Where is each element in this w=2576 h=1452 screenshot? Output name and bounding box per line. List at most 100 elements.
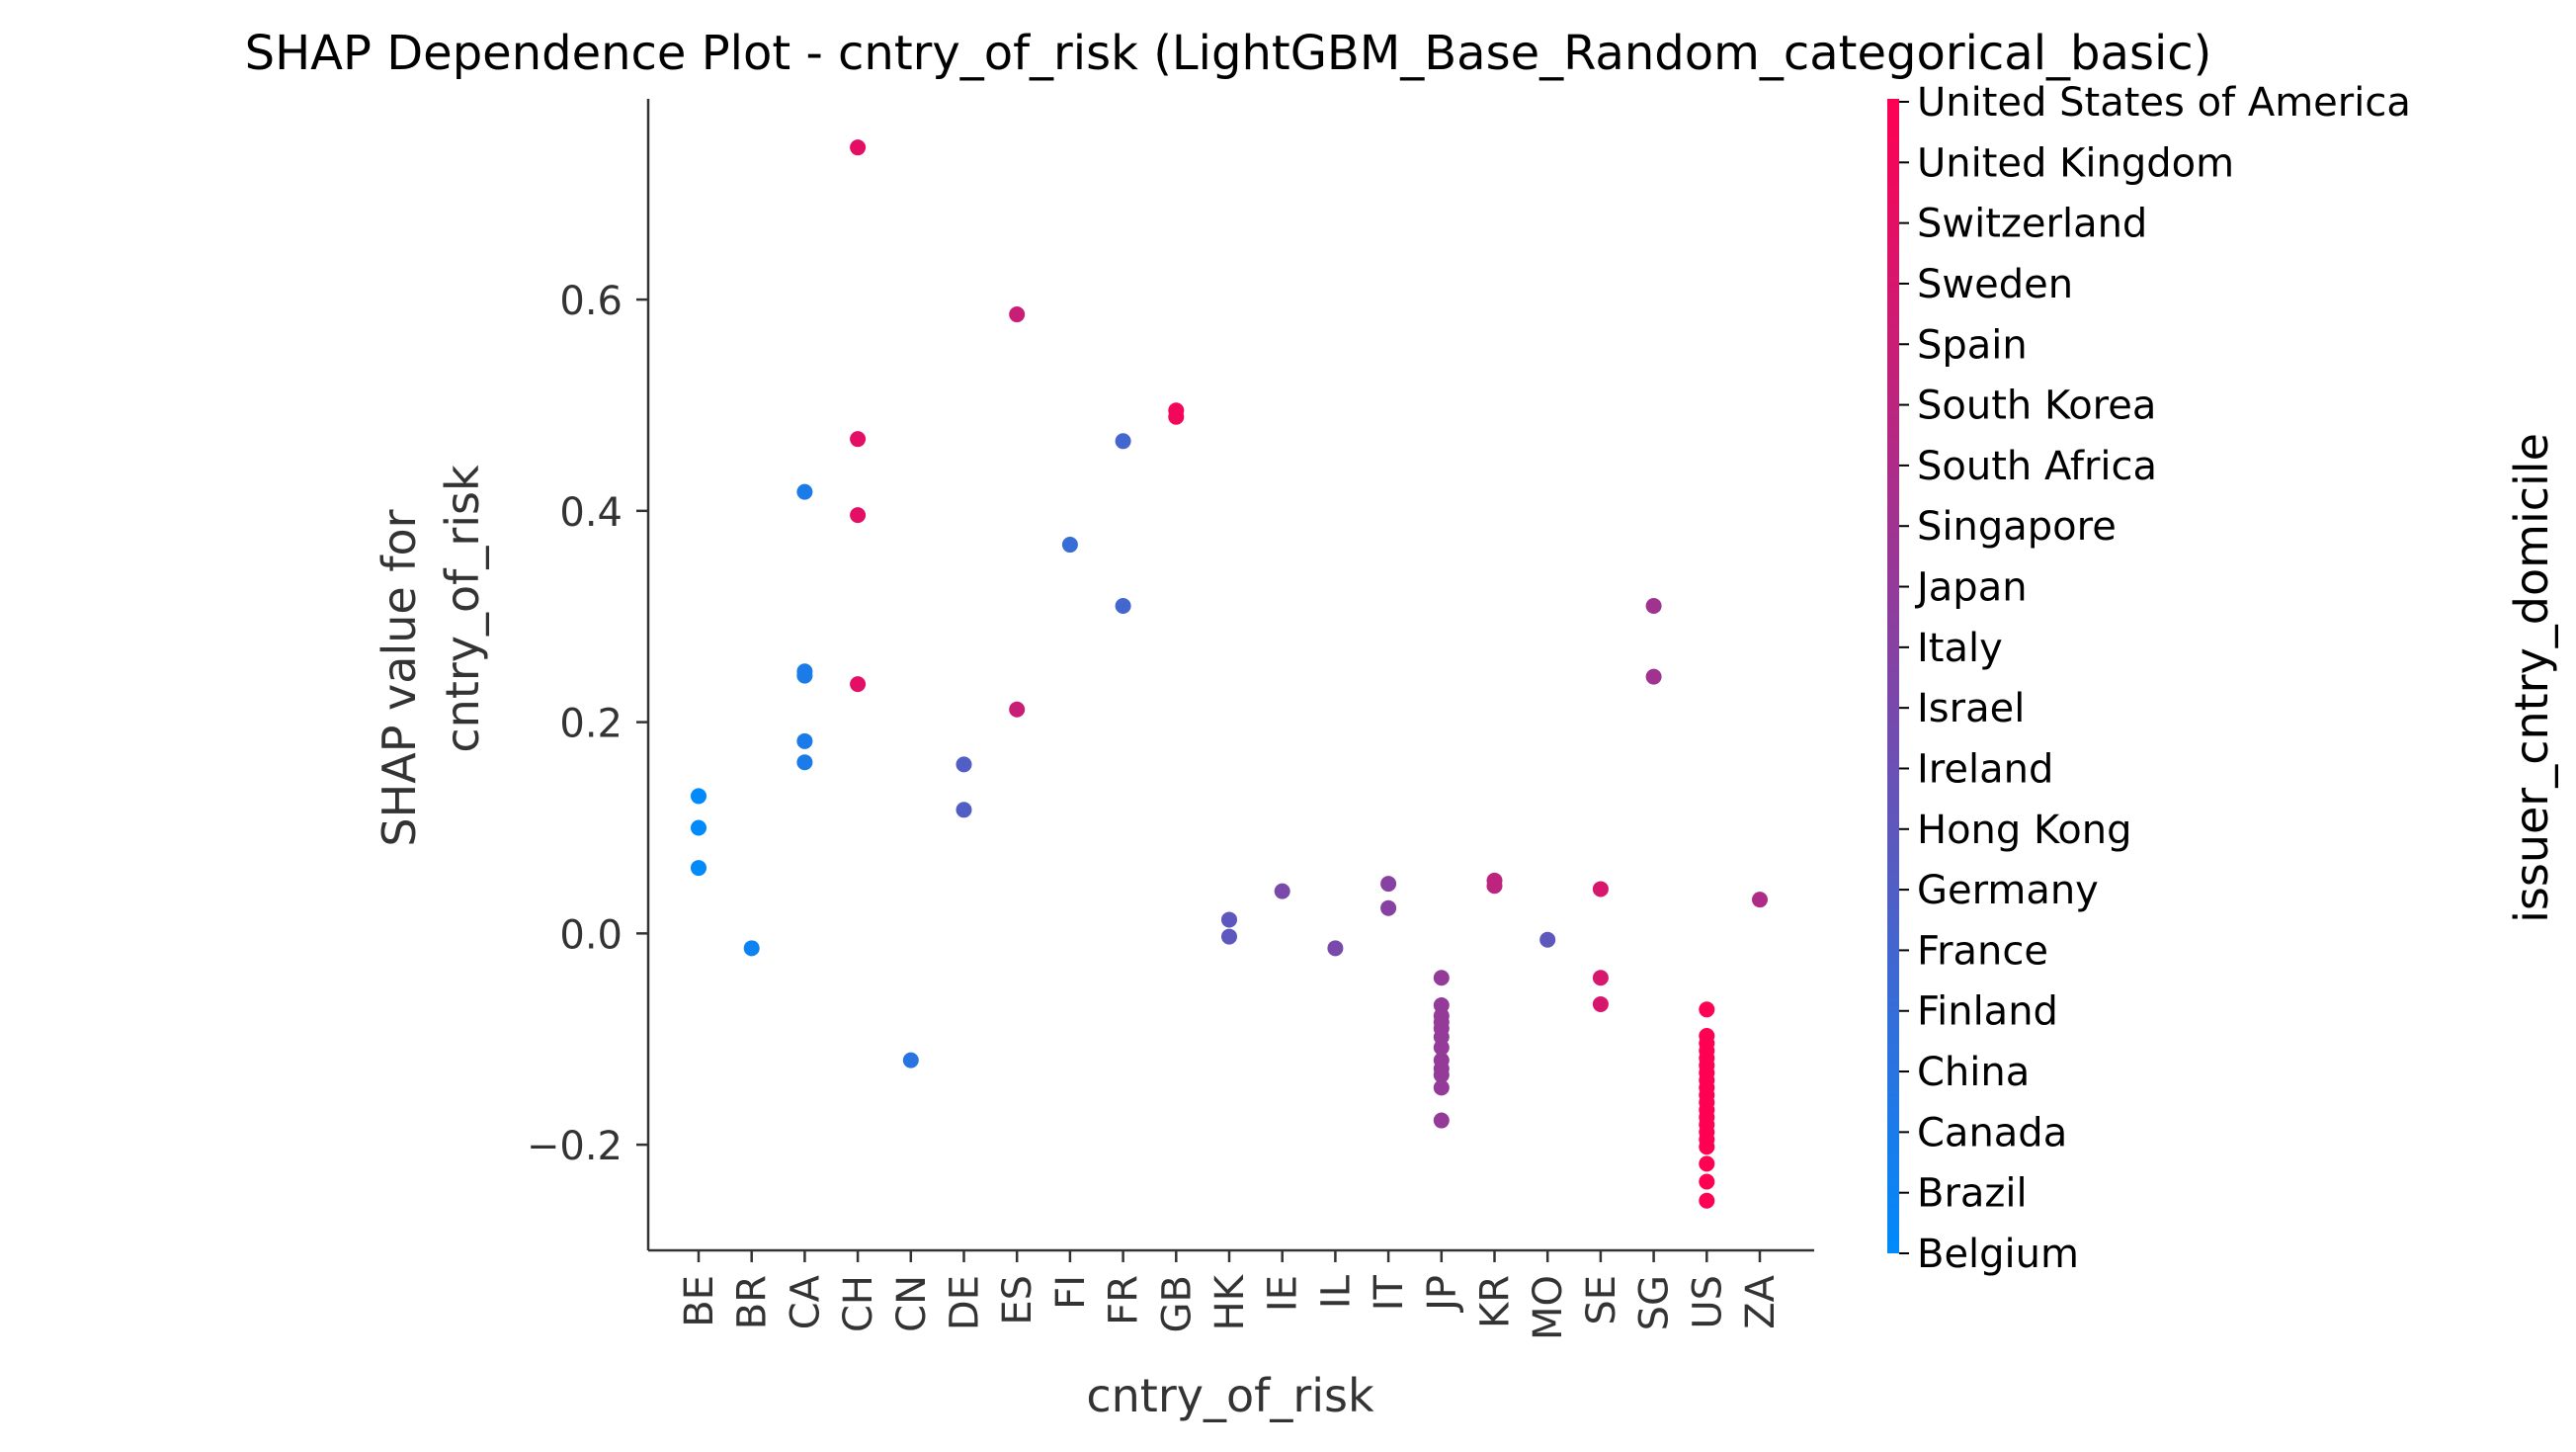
- y-tick-label: 0.6: [559, 279, 623, 324]
- x-tick-label: FI: [1048, 1275, 1094, 1310]
- x-tick-label: BE: [677, 1275, 722, 1327]
- x-tick-label: HK: [1207, 1273, 1253, 1330]
- data-point: [1592, 970, 1609, 986]
- data-point: [1699, 1139, 1715, 1155]
- data-point: [1221, 911, 1237, 928]
- x-tick-label: US: [1685, 1275, 1730, 1329]
- colorbar-tick-label: Canada: [1917, 1110, 2067, 1155]
- colorbar-tick-label: France: [1917, 928, 2048, 974]
- data-point: [902, 1052, 919, 1068]
- data-point: [1699, 1001, 1715, 1018]
- colorbar-tick-label: Switzerland: [1917, 202, 2147, 247]
- data-point: [1009, 306, 1026, 323]
- data-point: [1433, 1112, 1450, 1129]
- colorbar-tick-label: South Korea: [1917, 384, 2156, 429]
- data-point: [796, 754, 813, 771]
- colorbar-tick-label: Spain: [1917, 322, 2028, 368]
- data-point: [1009, 701, 1026, 718]
- data-point: [796, 483, 813, 500]
- data-point: [1380, 899, 1397, 916]
- data-point: [1168, 408, 1185, 425]
- x-tick-label: ZA: [1738, 1274, 1784, 1328]
- y-tick-label: 0.0: [559, 912, 623, 958]
- data-point: [1433, 970, 1450, 986]
- data-points: [691, 139, 1768, 1209]
- data-point: [1592, 995, 1609, 1012]
- data-point: [743, 940, 760, 957]
- x-ticks: BE BR CA CH CN DE ES FI FR GB HK IE IL IT JP KR MO SE SG US…: [677, 1250, 1784, 1340]
- data-point: [1274, 883, 1290, 899]
- colorbar: Belgium Brazil Canada China Finland France Ger…: [1887, 80, 2558, 1277]
- colorbar-tick-label: Israel: [1917, 686, 2025, 731]
- data-point: [1752, 892, 1768, 908]
- x-tick-label: IL: [1313, 1274, 1359, 1309]
- data-point: [796, 732, 813, 749]
- data-point: [691, 788, 706, 805]
- colorbar-tick-label: Hong Kong: [1917, 808, 2131, 853]
- data-point: [956, 756, 972, 773]
- colorbar-tick-label: Japan: [1914, 565, 2028, 611]
- colorbar-tick-label: Belgium: [1917, 1232, 2079, 1277]
- data-point: [1327, 940, 1344, 957]
- colorbar-tick-label: Finland: [1917, 989, 2058, 1035]
- x-tick-label: BR: [730, 1275, 776, 1329]
- data-point: [1645, 668, 1662, 685]
- data-point: [850, 139, 867, 156]
- data-point: [1539, 931, 1556, 948]
- colorbar-gradient: [1887, 99, 1899, 1253]
- y-tick-label: −0.2: [527, 1124, 623, 1169]
- y-axis-label-line-1: SHAP value for: [373, 509, 426, 846]
- data-point: [1699, 1173, 1715, 1190]
- colorbar-tick-label: United States of America: [1917, 80, 2411, 126]
- data-point: [1645, 598, 1662, 615]
- colorbar-tick-label: Italy: [1917, 626, 2003, 671]
- x-tick-label: CA: [783, 1274, 828, 1329]
- data-point: [1433, 1039, 1450, 1056]
- colorbar-labels: Belgium Brazil Canada China Finland France Ger…: [1899, 80, 2411, 1277]
- data-point: [850, 507, 867, 524]
- data-point: [1699, 1155, 1715, 1172]
- data-point: [1221, 928, 1237, 945]
- data-point: [956, 802, 972, 818]
- data-point: [691, 860, 706, 877]
- x-tick-label: SG: [1632, 1275, 1678, 1330]
- x-tick-label: IE: [1261, 1275, 1306, 1312]
- y-ticks: −0.2 0.0 0.2 0.4 0.6: [527, 279, 648, 1169]
- x-tick-label: KR: [1473, 1275, 1519, 1328]
- data-point: [1486, 878, 1503, 895]
- x-tick-label: SE: [1579, 1275, 1624, 1325]
- colorbar-tick-label: Singapore: [1917, 504, 2117, 550]
- x-tick-label: CH: [836, 1275, 881, 1332]
- data-point: [850, 431, 867, 448]
- plot-area: −0.2 0.0 0.2 0.4 0.6 BE BR CA CH CN DE ES FI FR GB HK I…: [527, 99, 1814, 1340]
- x-tick-label: DE: [943, 1275, 988, 1330]
- x-tick-label: ES: [995, 1275, 1040, 1325]
- data-point: [691, 819, 706, 836]
- data-point: [1115, 433, 1131, 450]
- data-point: [796, 667, 813, 684]
- colorbar-tick-label: Sweden: [1917, 262, 2073, 307]
- x-tick-label: CN: [889, 1275, 935, 1332]
- data-point: [1592, 881, 1609, 897]
- x-tick-label: JP: [1420, 1275, 1465, 1314]
- x-tick-label: MO: [1526, 1275, 1571, 1340]
- x-axis-label: cntry_of_risk: [1086, 1369, 1374, 1422]
- data-point: [850, 676, 867, 693]
- colorbar-tick-label: Ireland: [1917, 746, 2053, 792]
- colorbar-tick-label: United Kingdom: [1917, 140, 2234, 186]
- y-tick-label: 0.4: [559, 490, 623, 536]
- data-point: [1433, 1079, 1450, 1096]
- colorbar-tick-label: South Africa: [1917, 444, 2157, 489]
- data-point: [1061, 537, 1078, 554]
- y-tick-label: 0.2: [559, 702, 623, 747]
- colorbar-label: issuer_cntry_domicile: [2505, 433, 2558, 923]
- y-axis-label-line-2: cntry_of_risk: [436, 465, 489, 753]
- data-point: [1699, 1192, 1715, 1209]
- colorbar-tick-label: China: [1917, 1050, 2030, 1095]
- x-tick-label: FR: [1102, 1275, 1147, 1325]
- data-point: [1115, 598, 1131, 615]
- x-tick-label: IT: [1367, 1274, 1412, 1311]
- colorbar-tick-label: Germany: [1917, 868, 2099, 913]
- data-point: [1433, 1067, 1450, 1083]
